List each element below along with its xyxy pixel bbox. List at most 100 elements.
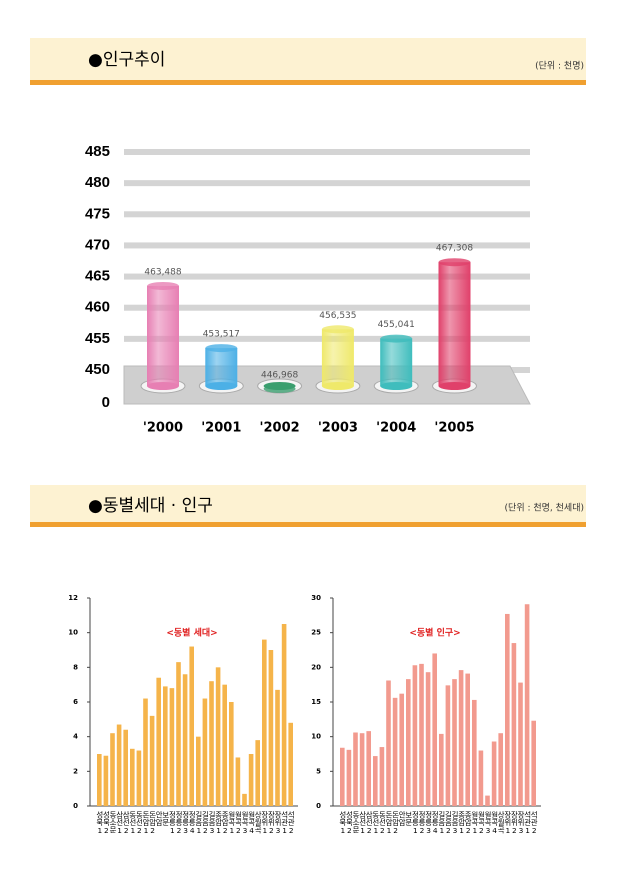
bar	[262, 639, 267, 806]
x-tick-label: 상월곡	[254, 811, 263, 835]
x-tick-label: 월곡3	[484, 811, 493, 835]
bar	[505, 613, 510, 806]
x-tick-label: 동소문	[109, 811, 118, 833]
bar	[202, 698, 208, 806]
x-tick-label: 길음1	[194, 811, 203, 835]
bar	[248, 754, 254, 806]
x-tick-label: 동선2	[135, 811, 144, 835]
x-tick-label: 정릉4	[431, 811, 440, 835]
value-label: 455,041	[378, 320, 415, 330]
grid-line	[124, 304, 530, 311]
x-tick-label: 종암2	[221, 811, 230, 835]
bar-top	[380, 334, 413, 343]
y-tick-label: 485	[85, 143, 110, 160]
y-tick-label: 465	[85, 268, 110, 285]
x-tick-label: '2002	[260, 421, 300, 436]
section-rule	[30, 522, 586, 527]
bar-top	[438, 258, 471, 267]
grid-line	[124, 149, 530, 155]
x-tick-label: 정릉4	[188, 811, 197, 835]
bar	[209, 681, 214, 806]
section-rule	[30, 80, 586, 85]
bar	[445, 685, 451, 806]
y-tick-label: 0	[102, 394, 110, 411]
y-tick-label: 6	[73, 698, 78, 706]
bar-base	[321, 382, 354, 390]
value-label: 446,968	[261, 370, 298, 380]
x-tick-label: 월곡2	[477, 811, 486, 835]
y-tick-label: 5	[316, 767, 321, 775]
x-tick-label: '2004	[376, 421, 416, 436]
section-unit: (단위 : 천명)	[535, 61, 584, 72]
bar	[380, 338, 413, 386]
x-tick-label: 장위1	[260, 811, 269, 835]
bar	[116, 724, 122, 806]
x-tick-label: 길음2	[444, 811, 453, 835]
x-tick-label: 동선1	[128, 811, 137, 835]
x-tick-label: 정릉3	[181, 811, 190, 835]
y-tick-label: 20	[311, 663, 321, 671]
bar	[485, 795, 490, 806]
bar	[465, 673, 470, 806]
bar	[103, 755, 109, 806]
grid-line	[124, 273, 530, 280]
x-tick-label: 안암	[398, 811, 407, 826]
bar	[346, 749, 352, 806]
value-label: 453,517	[203, 330, 240, 340]
x-tick-label: 월곡1	[227, 811, 236, 835]
bar	[399, 693, 404, 806]
bar	[472, 699, 477, 806]
x-tick-label: '2000	[143, 421, 183, 436]
grid-line	[124, 242, 530, 249]
y-tick-label: 10	[311, 733, 321, 741]
bar	[366, 731, 371, 806]
section-title: ●동별세대 · 인구	[88, 496, 213, 516]
x-tick-label: 월곡1	[470, 811, 479, 835]
x-tick-label: 석관1	[523, 811, 532, 835]
bar	[169, 688, 175, 806]
y-tick-label: 25	[311, 629, 321, 637]
x-tick-label: 성북2	[102, 811, 111, 835]
section-unit: (단위 : 천명, 천세대)	[505, 503, 584, 514]
bar	[359, 733, 365, 806]
bar	[205, 348, 238, 386]
bar-top	[263, 384, 296, 393]
bar	[392, 697, 398, 806]
bar	[386, 680, 391, 806]
bar	[321, 329, 354, 386]
x-tick-label: '2001	[201, 421, 241, 436]
x-tick-label: 길음2	[201, 811, 210, 835]
x-tick-label: 안암	[155, 811, 164, 826]
x-tick-label: 상월곡	[497, 811, 506, 835]
bar	[176, 662, 181, 806]
value-label: 456,535	[319, 311, 356, 321]
x-tick-label: 동선2	[378, 811, 387, 835]
bar	[438, 262, 471, 386]
x-tick-label: 장위2	[267, 811, 276, 835]
bar-base	[380, 382, 413, 390]
bar	[268, 650, 274, 806]
bar	[196, 736, 201, 806]
y-tick-label: 455	[85, 330, 110, 347]
x-tick-label: 석관2	[530, 811, 539, 835]
section-band	[30, 38, 586, 81]
x-tick-label: 정릉2	[418, 811, 427, 835]
x-tick-label: 정릉3	[424, 811, 433, 835]
grid-line	[124, 211, 530, 218]
x-tick-label: 돈암2	[391, 811, 400, 835]
x-tick-label: 보문	[161, 811, 170, 826]
chart-title: <동별 인구>	[409, 627, 460, 639]
bar	[518, 682, 523, 806]
x-tick-label: 장위1	[503, 811, 512, 835]
bar	[215, 667, 221, 806]
y-tick-label: 450	[85, 361, 110, 378]
y-tick-label: 4	[73, 733, 78, 741]
bar	[353, 732, 358, 806]
y-tick-label: 475	[85, 205, 110, 222]
x-tick-label: 정릉1	[168, 811, 177, 835]
x-tick-label: 성북1	[95, 811, 104, 835]
y-tick-label: 8	[73, 663, 78, 671]
bar-base	[205, 382, 238, 390]
bar	[275, 689, 280, 806]
